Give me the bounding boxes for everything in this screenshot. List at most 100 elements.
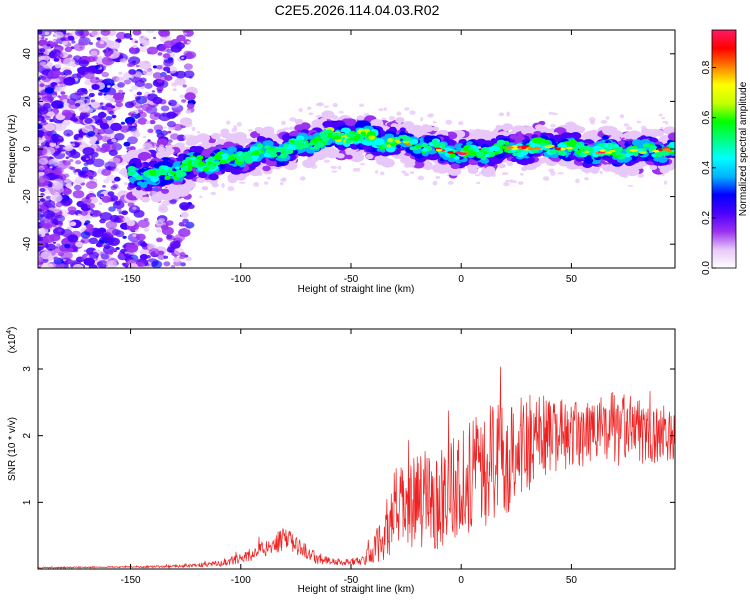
spectrogram-noise-cell: [89, 136, 98, 142]
spectrogram-ridge-cell: [220, 128, 229, 134]
spectrogram-noise-cell: [128, 77, 132, 80]
spectrogram-noise-cell: [44, 87, 55, 94]
spectrogram-ridge-cell: [603, 144, 610, 148]
spectrogram-noise-cell: [44, 199, 56, 208]
spectrogram-noise-cell: [359, 103, 364, 107]
spectrogram-noise-cell: [131, 123, 135, 126]
spectrogram-ridge-cell: [409, 146, 416, 151]
spectrogram-noise-cell: [128, 111, 137, 118]
spectrogram-noise-cell: [79, 112, 89, 120]
spectrogram-noise-cell: [108, 149, 118, 156]
spectrogram-noise-cell: [62, 69, 72, 76]
spectrogram-peak-cell: [505, 146, 514, 149]
spectrogram-noise-cell: [64, 46, 73, 53]
spectrogram-ridge-cell: [509, 134, 518, 140]
spectrogram-noise-cell: [118, 89, 124, 94]
spectrogram-ridge-cell: [345, 148, 357, 156]
spectrogram-ridge-cell: [214, 161, 221, 166]
spectrogram-noise-cell: [38, 175, 50, 184]
spectrogram-y-tick-label: 40: [22, 48, 33, 60]
spectrogram-noise-cell: [78, 59, 90, 67]
spectrogram-noise-cell: [53, 107, 57, 110]
spectrogram-ridge-cell: [230, 166, 243, 175]
spectrogram-noise-cell: [288, 126, 295, 131]
spectrogram-ridge-cell: [436, 165, 449, 174]
spectrogram-noise-cell: [127, 136, 138, 145]
spectrogram-noise-cell: [41, 119, 47, 123]
spectrogram-noise-cell: [49, 118, 54, 123]
spectrogram-ridge-cell: [496, 139, 506, 146]
spectrogram-noise-cell: [247, 128, 254, 132]
spectrogram-noise-cell: [146, 46, 159, 55]
spectrogram-noise-cell: [75, 160, 82, 165]
spectrogram-noise-cell: [70, 143, 76, 147]
spectrogram-noise-cell: [111, 248, 117, 252]
spectrogram-ridge-cell: [207, 156, 216, 162]
spectrogram-noise-cell: [605, 116, 610, 120]
colorbar-label: Normalized spectral amplitude: [738, 81, 749, 216]
spectrogram-noise-cell: [144, 82, 153, 89]
spectrogram-noise-cell: [87, 131, 96, 137]
spectrogram-noise-cell: [308, 112, 314, 116]
spectrogram-noise-cell: [101, 243, 106, 247]
spectrogram-ridge-cell: [446, 139, 456, 146]
snr-y-multiplier: (x104): [6, 327, 18, 354]
spectrogram-ridge-cell: [602, 135, 609, 140]
spectrogram-noise-cell: [69, 211, 75, 216]
spectrogram-peak-cell: [396, 140, 401, 144]
spectrogram-noise-cell: [111, 138, 117, 143]
spectrogram-noise-cell: [44, 115, 51, 121]
spectrogram-ridge-cell: [126, 170, 135, 177]
spectrogram-noise-cell: [139, 77, 147, 83]
spectrogram-noise-cell: [132, 234, 137, 238]
spectrogram-ridge-cell: [208, 173, 219, 181]
spectrogram-noise-cell: [42, 236, 49, 241]
spectrogram-noise-cell: [68, 165, 73, 170]
spectrogram-noise-cell: [167, 130, 172, 134]
spectrogram-heatmap: [38, 30, 675, 268]
spectrogram-ridge-cell: [432, 126, 440, 132]
spectrogram-noise-cell: [148, 248, 160, 257]
spectrogram-ridge-cell: [534, 124, 544, 131]
spectrogram-noise-cell: [509, 179, 514, 184]
spectrogram-noise-cell: [38, 208, 42, 211]
spectrogram-ridge-cell: [649, 164, 658, 171]
spectrogram-noise-cell: [65, 183, 72, 188]
spectrogram-noise-cell: [114, 132, 125, 141]
spectrogram-ridge-cell: [207, 164, 216, 170]
spectrogram-peak-cell: [638, 151, 647, 154]
colorbar: 0.00.20.40.60.8 Normalized spectral ampl…: [701, 29, 749, 275]
spectrogram-noise-cell: [90, 30, 101, 37]
spectrogram-noise-cell: [117, 82, 125, 88]
spectrogram-noise-cell: [60, 91, 66, 95]
colorbar-tick-label: 0.8: [701, 60, 712, 74]
spectrogram-noise-cell: [111, 180, 116, 184]
spectrogram-ridge-cell: [241, 153, 246, 157]
spectrogram-noise-cell: [139, 248, 150, 256]
spectrogram-noise-cell: [128, 125, 137, 132]
spectrogram-ridge-cell: [262, 140, 271, 146]
spectrogram-noise-cell: [62, 258, 67, 262]
spectrogram-noise-cell: [83, 71, 95, 80]
spectrogram-noise-cell: [113, 92, 125, 101]
spectrogram-noise-cell: [196, 131, 201, 134]
spectrogram-ridge-cell: [509, 143, 514, 147]
spectrogram-peak-cell: [652, 149, 660, 153]
spectrogram-ridge-cell: [619, 155, 626, 159]
spectrogram-ridge-cell: [654, 151, 659, 155]
spectrogram-noise-cell: [44, 38, 48, 41]
spectrogram-noise-cell: [53, 70, 62, 76]
spectrogram-ridge-cell: [262, 165, 271, 172]
spectrogram-noise-cell: [157, 78, 164, 84]
spectrogram-noise-cell: [114, 177, 121, 182]
spectrogram-noise-cell: [210, 191, 217, 196]
spectrogram-noise-cell: [626, 126, 633, 131]
spectrogram-peak-cell: [435, 148, 443, 152]
spectrogram-noise-cell: [100, 253, 110, 260]
spectrogram-peak-cell: [560, 147, 566, 151]
spectrogram-noise-cell: [101, 56, 115, 66]
spectrogram-ridge-cell: [141, 184, 148, 188]
spectrogram-noise-cell: [60, 72, 64, 75]
spectrogram-noise-cell: [506, 161, 514, 167]
spectrogram-noise-cell: [43, 102, 51, 109]
